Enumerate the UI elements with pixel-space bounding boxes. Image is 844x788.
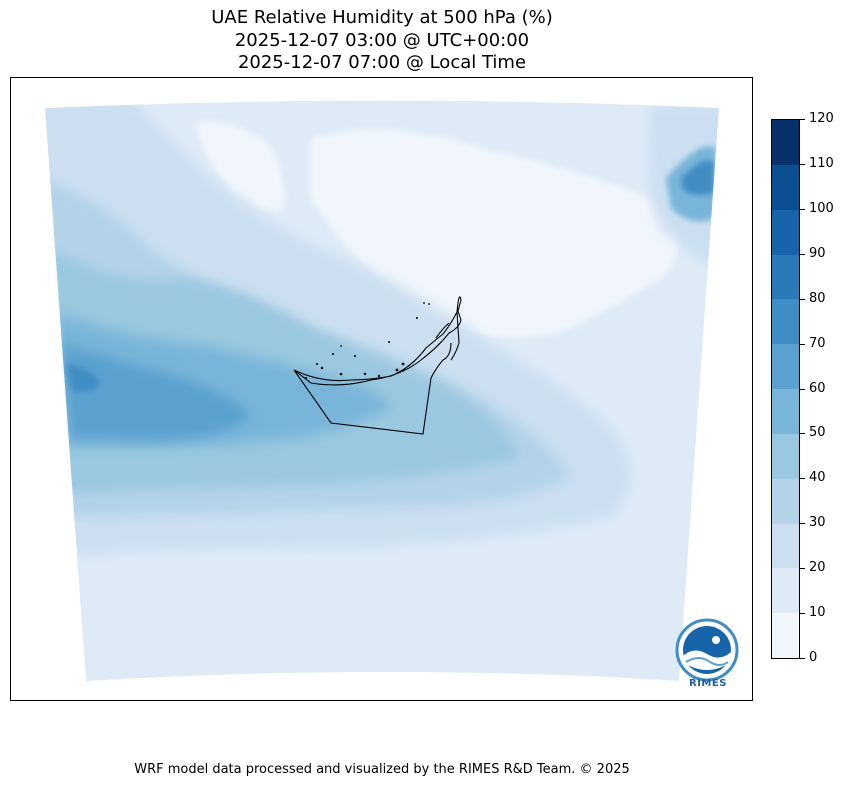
colorbar-tick-label: 10 bbox=[809, 605, 826, 620]
colorbar-tick bbox=[800, 523, 805, 524]
map-subtitle-local: 2025-12-07 07:00 @ Local Time bbox=[237, 52, 527, 73]
colorbar-tick bbox=[800, 254, 805, 255]
colorbar-tick-label: 20 bbox=[809, 560, 826, 575]
colorbar-tick-label: 70 bbox=[809, 336, 826, 351]
colorbar-tick bbox=[800, 389, 805, 390]
colorbar-tick bbox=[800, 344, 805, 345]
colorbar-tick-label: 100 bbox=[809, 201, 834, 216]
colorbar-tick-label: 60 bbox=[809, 381, 826, 396]
colorbar-tick bbox=[800, 433, 805, 434]
colorbar-segment bbox=[772, 209, 799, 255]
colorbar-tick-label: 80 bbox=[809, 291, 826, 306]
map-title: UAE Relative Humidity at 500 hPa (%) bbox=[211, 7, 553, 28]
map-frame[interactable] bbox=[10, 77, 753, 701]
colorbar-tick bbox=[800, 658, 805, 659]
colorbar-segment bbox=[772, 433, 799, 479]
colorbar-tick bbox=[800, 164, 805, 165]
uae-islands bbox=[305, 302, 430, 379]
logo-text: RIMES bbox=[689, 678, 727, 689]
colorbar-segment bbox=[772, 612, 799, 658]
colorbar-tick bbox=[800, 568, 805, 569]
colorbar-tick bbox=[800, 299, 805, 300]
footer-credit: WRF model data processed and visualized … bbox=[134, 762, 630, 777]
rimes-logo-emblem bbox=[675, 618, 739, 682]
colorbar-tick bbox=[800, 209, 805, 210]
colorbar-segment bbox=[772, 119, 799, 165]
humidity-band-70-80 bbox=[66, 363, 101, 392]
map-subtitle-utc: 2025-12-07 03:00 @ UTC+00:00 bbox=[234, 30, 530, 51]
colorbar-tick-label: 110 bbox=[809, 156, 834, 171]
colorbar-segment bbox=[772, 523, 799, 569]
colorbar-tick-label: 0 bbox=[809, 650, 818, 665]
humidity-field bbox=[45, 100, 719, 681]
colorbar-tick bbox=[800, 119, 805, 120]
colorbar-tick-label: 90 bbox=[809, 246, 826, 261]
colorbar-tick-label: 50 bbox=[809, 425, 826, 440]
colorbar-segment bbox=[772, 298, 799, 345]
humidity-band-0-10-nw bbox=[196, 122, 285, 213]
humidity-map[interactable] bbox=[11, 78, 752, 700]
colorbar-segment bbox=[772, 164, 799, 210]
humidity-band-60-70 bbox=[61, 343, 251, 440]
colorbar-segment bbox=[772, 478, 799, 524]
colorbar-tick bbox=[800, 613, 805, 614]
colorbar-segment bbox=[772, 254, 799, 300]
colorbar-tick-label: 40 bbox=[809, 470, 826, 485]
colorbar-tick-label: 120 bbox=[809, 111, 834, 126]
humidity-band-ne-70 bbox=[681, 160, 714, 195]
uae-boundary bbox=[293, 296, 462, 435]
colorbar-tick bbox=[800, 478, 805, 479]
colorbar bbox=[771, 119, 800, 659]
humidity-band-south bbox=[71, 568, 711, 681]
colorbar-tick-label: 30 bbox=[809, 515, 826, 530]
humidity-band-0-10 bbox=[311, 130, 679, 338]
colorbar-segment bbox=[772, 343, 799, 389]
colorbar-segment bbox=[772, 567, 799, 614]
colorbar-segment bbox=[772, 388, 799, 434]
